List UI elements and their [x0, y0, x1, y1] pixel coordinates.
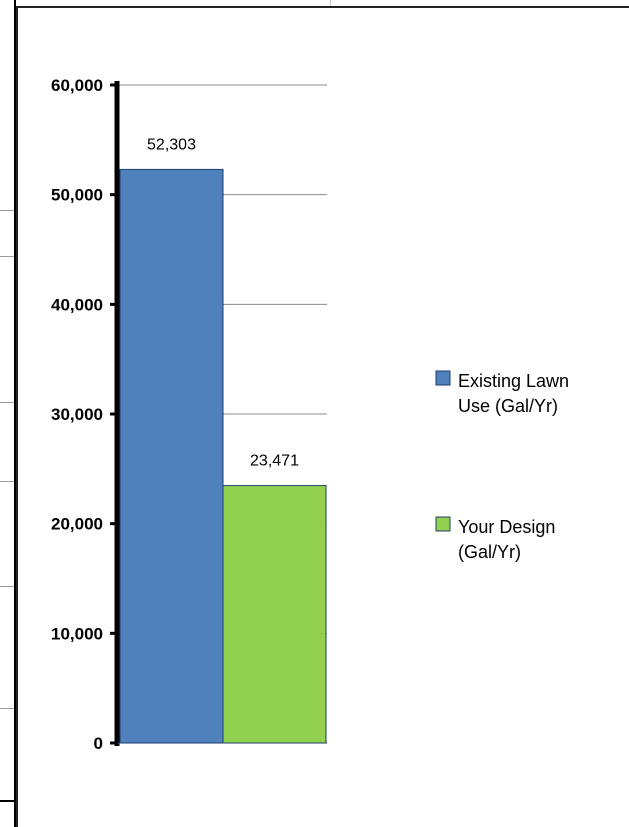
spreadsheet-border	[0, 800, 14, 802]
y-tick-label: 0	[94, 734, 103, 753]
y-tick-label: 30,000	[51, 405, 103, 424]
spreadsheet-column	[0, 0, 16, 827]
data-labels: 52,303 23,471	[147, 136, 299, 469]
y-tick-label: 50,000	[51, 186, 103, 205]
legend-swatch	[435, 370, 451, 386]
legend-label: Use (Gal/Yr)	[458, 396, 558, 416]
spreadsheet-row-line	[0, 708, 14, 709]
y-tick-label: 60,000	[51, 76, 103, 95]
spreadsheet-row-line	[0, 256, 14, 257]
legend-swatch	[435, 516, 451, 532]
spreadsheet-row-line	[0, 586, 14, 587]
legend-label: Existing Lawn	[458, 371, 569, 391]
spreadsheet-column-line	[330, 0, 331, 6]
data-label: 52,303	[147, 136, 196, 153]
legend: Existing Lawn Use (Gal/Yr) Your Design (Gal…	[435, 370, 569, 562]
legend-label: Your Design	[458, 517, 555, 537]
y-tick-label: 40,000	[51, 295, 103, 314]
legend-label: (Gal/Yr)	[458, 542, 521, 562]
bar[interactable]	[222, 485, 327, 744]
spreadsheet-row-line	[0, 481, 14, 482]
spreadsheet-row-line	[0, 402, 14, 403]
y-axis: 0 10,000 20,000 30,000 40,000 50,000 60,000	[51, 76, 327, 753]
y-tick-label: 20,000	[51, 515, 103, 534]
spreadsheet-row-line	[0, 210, 14, 211]
y-tick-label: 10,000	[51, 624, 103, 643]
data-label: 23,471	[250, 453, 299, 470]
bar[interactable]	[119, 168, 224, 744]
